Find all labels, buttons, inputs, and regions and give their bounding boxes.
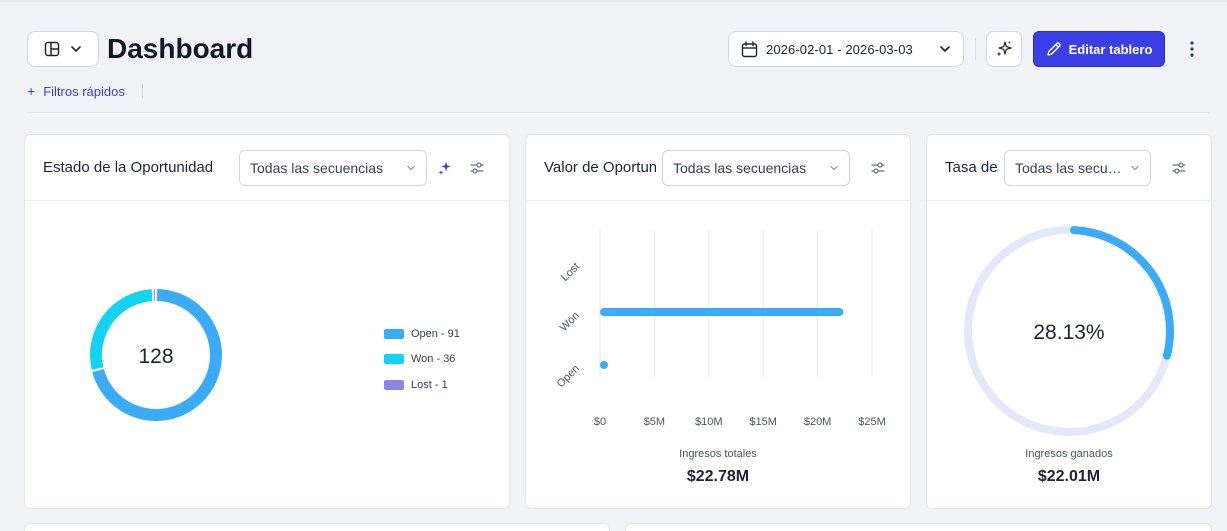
sequence-select-value: Todas las secuencias [673, 160, 807, 176]
x-tick-label: $5M [644, 416, 665, 428]
legend-label: Lost - 1 [411, 378, 448, 391]
total-revenue-label: Ingresos totales [679, 448, 757, 460]
x-tick-label: $25M [858, 416, 886, 428]
legend-item-lost[interactable]: Lost - 1 [384, 372, 460, 398]
opportunity-status-card: Estado de la Oportunidad Todas las secue… [24, 134, 510, 509]
total-revenue-value: $22.78M [686, 468, 750, 485]
page-title: Dashboard [107, 33, 254, 64]
view-switcher-button[interactable] [27, 31, 99, 67]
chevron-down-icon [830, 165, 838, 171]
card-settings-button[interactable] [1168, 157, 1190, 179]
quick-filters-button[interactable]: + Filtros rápidos [27, 83, 125, 99]
chevron-down-icon [407, 165, 415, 171]
card-settings-button[interactable] [867, 157, 889, 179]
date-range-picker[interactable]: 2026-02-01 - 2026-03-03 [728, 31, 964, 67]
x-tick-label: $20M [804, 416, 832, 428]
bottom-card-right [625, 523, 1212, 531]
date-range-label: 2026-02-01 - 2026-03-03 [766, 41, 913, 57]
card-title: Valor de Oportunidad [544, 159, 656, 176]
won-revenue-label: Ingresos ganados [1025, 448, 1113, 460]
layout-icon [44, 41, 60, 57]
edit-dashboard-label: Editar tablero [1068, 41, 1153, 57]
sequence-select-value: Todas las secuencias [250, 160, 384, 176]
sequence-select-value: Todas las secuencias [1015, 160, 1126, 176]
won-revenue-value: $22.01M [1037, 468, 1101, 485]
legend-swatch [384, 328, 404, 339]
plus-icon: + [27, 83, 36, 99]
x-tick-label: $10M [695, 416, 723, 428]
opportunity-value-card: Valor de Oportunidad Todas las secuencia… [525, 134, 911, 509]
donut-center-total: 128 [138, 345, 173, 368]
sequence-select[interactable]: Todas las secuencias [1004, 150, 1151, 186]
card-header: Estado de la Oportunidad Todas las secue… [25, 135, 509, 201]
card-title: Estado de la Oportunidad [43, 159, 214, 176]
win-rate-percent: 28.13% [1033, 321, 1104, 344]
sparkles-icon [438, 161, 451, 175]
edit-dashboard-button[interactable]: Editar tablero [1033, 31, 1165, 67]
divider [975, 38, 976, 60]
y-tick-label: Won [558, 310, 582, 334]
legend-item-open[interactable]: Open - 91 [384, 321, 460, 347]
legend-item-won[interactable]: Won - 36 [384, 347, 460, 373]
card-header: Valor de Oportunidad Todas las secuencia… [526, 135, 910, 201]
chevron-down-icon [71, 46, 81, 52]
sequence-select[interactable]: Todas las secuencias [662, 150, 850, 186]
quick-filters-label: Filtros rápidos [43, 83, 125, 99]
donut-slice-open[interactable] [92, 289, 222, 421]
card-settings-button[interactable] [466, 157, 488, 179]
gauge-progress [1070, 226, 1174, 360]
ai-insights-button[interactable] [434, 157, 456, 179]
win-rate-card: Tasa de Todas las secuencias 28.13% Ingr… [926, 134, 1212, 509]
filter-settings-icon [1172, 162, 1186, 174]
legend-label: Open - 91 [411, 327, 460, 340]
sparkles-icon [996, 41, 1012, 57]
win-rate-gauge: 28.13% [964, 226, 1174, 436]
y-tick-label: Open [555, 363, 583, 391]
header-divider [27, 112, 1209, 113]
x-tick-label: $0 [594, 416, 606, 428]
filter-settings-icon [871, 162, 885, 174]
bottom-card-left [24, 523, 610, 531]
sequence-select[interactable]: Todas las secuencias [239, 150, 427, 186]
y-tick-label: Lost [559, 261, 582, 284]
pencil-icon [1046, 42, 1061, 56]
chevron-down-icon [1131, 165, 1139, 171]
status-donut-chart: 128 [90, 289, 222, 421]
divider [142, 84, 143, 98]
more-vertical-icon [1190, 41, 1194, 57]
chevron-down-icon [940, 46, 950, 52]
more-options-button[interactable] [1180, 36, 1204, 62]
legend-label: Won - 36 [411, 353, 456, 366]
x-tick-label: $15M [749, 416, 777, 428]
legend-swatch [384, 354, 404, 365]
top-border [0, 0, 1227, 2]
donut-legend: Open - 91 Won - 36 Lost - 1 [384, 321, 460, 398]
legend-swatch [384, 379, 404, 390]
value-bar-chart: Lost Won Open $0 $5M $10M $15M $20M $25M [555, 230, 886, 428]
filter-settings-icon [470, 162, 484, 174]
donut-slice-won[interactable] [90, 289, 153, 370]
card-header: Tasa de Todas las secuencias [927, 135, 1211, 201]
ai-assistant-button[interactable] [986, 31, 1022, 67]
card-title: Tasa de [945, 159, 998, 176]
bar-open[interactable] [600, 361, 608, 369]
calendar-icon [741, 40, 758, 57]
